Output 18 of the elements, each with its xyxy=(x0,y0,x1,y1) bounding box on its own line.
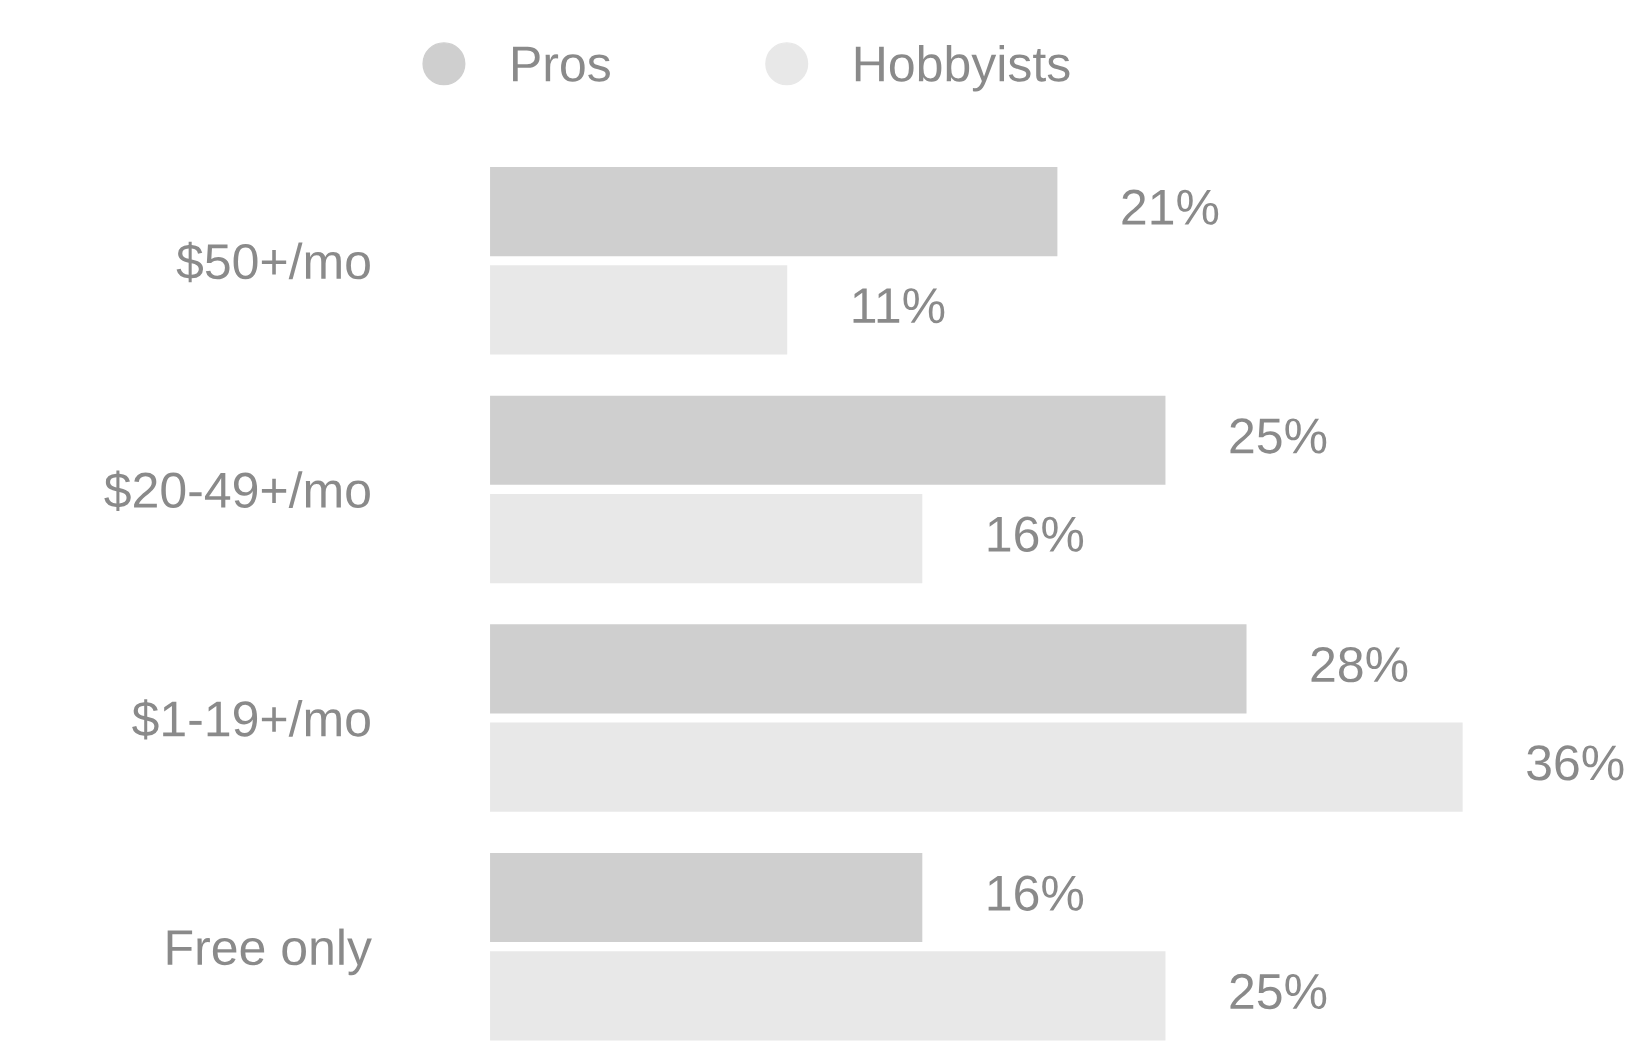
legend-label: Hobbyists xyxy=(855,45,1070,92)
data-label: 16% xyxy=(988,516,1084,552)
bar xyxy=(490,852,923,943)
legend-label: Pros xyxy=(513,46,610,82)
data-label: 16% xyxy=(988,875,1084,911)
y-tick-label: Free only xyxy=(167,928,372,976)
data-label: 25% xyxy=(1230,973,1327,1010)
data-label: 28% xyxy=(1311,646,1408,683)
data-label: 36% xyxy=(1527,745,1624,781)
data-label: 21% xyxy=(1122,189,1219,225)
bar xyxy=(490,395,1166,485)
bar xyxy=(490,624,1247,714)
y-tick-label: $20-49+/mo xyxy=(104,470,370,511)
data-label: 25% xyxy=(1230,418,1327,454)
y-tick-label: $1-19+/mo xyxy=(132,699,370,740)
y-tick-label: $50+/mo xyxy=(176,241,370,283)
data-label: 11% xyxy=(853,288,945,324)
bar xyxy=(490,167,1058,257)
